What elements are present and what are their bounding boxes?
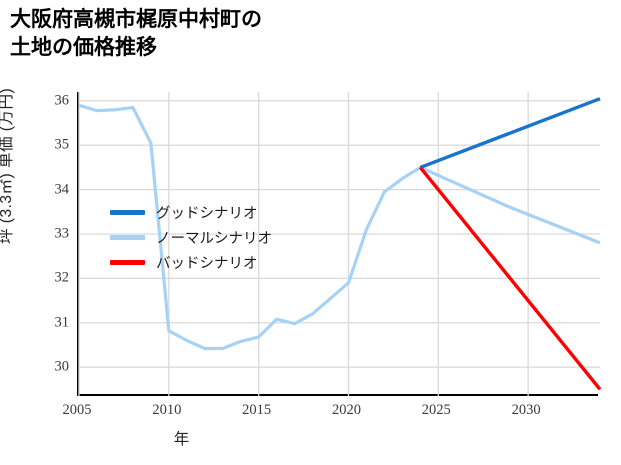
legend-item-good[interactable]: グッドシナリオ — [110, 200, 310, 225]
legend-label-bad: バッドシナリオ — [156, 256, 258, 272]
y-tick-label: 31 — [54, 314, 70, 331]
series-line-バッドシナリオ — [419, 166, 602, 391]
legend-swatch-normal — [110, 235, 145, 240]
gridlines — [78, 92, 600, 396]
y-tick-label: 34 — [54, 181, 70, 198]
y-tick-label: 36 — [54, 92, 70, 109]
x-tick-label: 2010 — [152, 402, 182, 418]
x-tick-label: 2020 — [331, 402, 361, 418]
x-tick-label: 2005 — [62, 402, 92, 418]
x-tick-label: 2015 — [242, 402, 272, 418]
y-tick-label: 33 — [54, 225, 70, 242]
y-axis-title: 坪 (3.3㎡) 単価 (万円) — [0, 87, 15, 244]
y-tick-label: 30 — [54, 358, 70, 375]
y-tick-label: 32 — [54, 269, 70, 286]
series-lines — [78, 97, 602, 391]
series-line-ノーマルシナリオ — [78, 103, 601, 351]
legend-swatch-good — [110, 210, 145, 215]
legend-item-normal[interactable]: ノーマルシナリオ — [110, 225, 310, 250]
x-tick-label: 2030 — [511, 402, 541, 418]
x-axis-title: 年 — [0, 427, 621, 449]
x-axis-title-text: 年 — [173, 431, 190, 448]
chart-title: 大阪府高槻市梶原中村町の 土地の価格推移 — [10, 8, 262, 59]
series-line-グッドシナリオ — [419, 97, 601, 170]
legend-item-bad[interactable]: バッドシナリオ — [110, 250, 310, 275]
legend-swatch-bad — [110, 260, 145, 265]
x-tick-label: 2025 — [421, 402, 451, 418]
legend-label-normal: ノーマルシナリオ — [156, 231, 272, 247]
y-tick-label: 35 — [54, 136, 70, 153]
plot-area — [77, 92, 602, 396]
legend: グッドシナリオ ノーマルシナリオ バッドシナリオ — [110, 200, 310, 275]
legend-label-good: グッドシナリオ — [156, 206, 258, 222]
